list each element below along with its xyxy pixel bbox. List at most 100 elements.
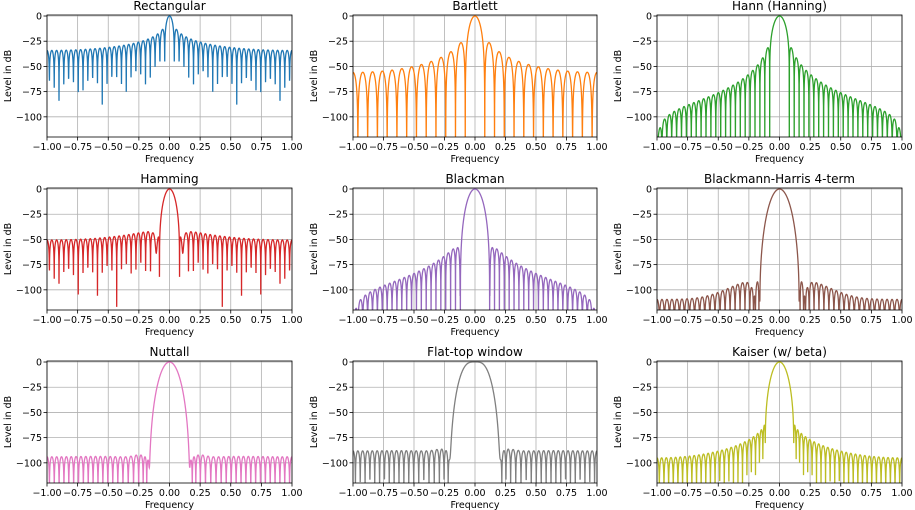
y-tick-label: −25 — [328, 37, 348, 48]
x-axis-label: Frequency — [755, 154, 804, 165]
x-tick-label: 0.25 — [495, 488, 516, 499]
y-tick-label: −100 — [16, 112, 42, 123]
x-tick-label: −0.75 — [63, 488, 92, 499]
x-axis-label: Frequency — [450, 327, 499, 338]
subplot-title: Hamming — [140, 172, 198, 186]
x-tick-label: 0.75 — [861, 315, 882, 326]
y-tick-label: −50 — [328, 62, 348, 73]
y-tick-label: −100 — [322, 458, 348, 469]
subplot-kaiser: −1.00 −0.75 −0.50 −0.25 0.00 0.25 0.50 0.75 1.00… — [613, 345, 913, 510]
y-tick-label: 0 — [342, 358, 348, 369]
y-tick-label: −50 — [632, 235, 652, 246]
x-tick-label: −1.00 — [338, 488, 367, 499]
x-tick-label: 0.75 — [251, 142, 272, 153]
x-tick-label: −0.75 — [63, 315, 92, 326]
x-tick-label: −0.75 — [369, 142, 398, 153]
y-tick-label: −75 — [328, 433, 348, 444]
x-tick-label: 0.25 — [800, 488, 821, 499]
y-axis-label: Level in dB — [3, 223, 14, 275]
x-tick-label: 0.50 — [525, 315, 546, 326]
x-tick-label: −0.75 — [673, 142, 702, 153]
x-tick-label: −0.50 — [399, 488, 428, 499]
y-tick-label: −25 — [632, 37, 652, 48]
x-tick-label: 0.75 — [556, 488, 577, 499]
x-tick-label: −0.50 — [704, 142, 733, 153]
y-tick-label: −100 — [16, 458, 42, 469]
y-tick-label: −100 — [626, 285, 652, 296]
x-tick-label: −0.25 — [124, 315, 153, 326]
y-axis-label: Level in dB — [309, 396, 320, 448]
y-tick-label: −100 — [322, 285, 348, 296]
subplot-title: Kaiser (w/ beta) — [732, 345, 827, 359]
y-tick-label: −75 — [328, 260, 348, 271]
x-tick-label: 0.00 — [769, 488, 790, 499]
x-axis-label: Frequency — [145, 327, 194, 338]
y-tick-label: −100 — [626, 112, 652, 123]
x-tick-label: 1.00 — [281, 315, 302, 326]
x-axis-label: Frequency — [755, 500, 804, 510]
y-axis-label: Level in dB — [309, 50, 320, 102]
y-tick-label: −25 — [328, 210, 348, 221]
x-tick-label: 0.50 — [830, 488, 851, 499]
y-axis-label: Level in dB — [309, 223, 320, 275]
x-tick-label: −0.75 — [673, 315, 702, 326]
series-line-hann — [657, 15, 902, 137]
y-tick-label: −25 — [22, 210, 42, 221]
y-tick-label: −75 — [632, 260, 652, 271]
x-tick-label: −0.50 — [94, 142, 123, 153]
x-tick-label: 0.50 — [220, 488, 241, 499]
y-axis-label: Level in dB — [613, 396, 624, 448]
series-line-kaiser — [657, 361, 902, 483]
x-tick-label: 0.50 — [830, 315, 851, 326]
y-tick-label: −75 — [22, 87, 42, 98]
subplot-blackman: −1.00 −0.75 −0.50 −0.25 0.00 0.25 0.50 0.75 1.00… — [309, 172, 608, 338]
x-tick-label: −0.25 — [734, 488, 763, 499]
y-tick-label: −75 — [632, 87, 652, 98]
y-tick-label: −50 — [632, 62, 652, 73]
x-tick-label: −0.50 — [94, 315, 123, 326]
x-tick-label: −0.25 — [734, 142, 763, 153]
x-tick-label: 0.75 — [556, 142, 577, 153]
x-tick-label: 0.00 — [769, 315, 790, 326]
x-axis-label: Frequency — [450, 154, 499, 165]
y-tick-label: 0 — [646, 12, 652, 23]
x-tick-label: 0.75 — [861, 142, 882, 153]
y-tick-label: −75 — [22, 260, 42, 271]
subplot-nuttall: −1.00 −0.75 −0.50 −0.25 0.00 0.25 0.50 0.75 1.00… — [3, 345, 303, 510]
y-tick-label: −75 — [328, 87, 348, 98]
x-tick-label: 0.75 — [556, 315, 577, 326]
x-tick-label: −0.50 — [94, 488, 123, 499]
x-tick-label: 1.00 — [586, 142, 607, 153]
series-line-rectangular — [47, 15, 292, 105]
y-tick-label: −50 — [328, 235, 348, 246]
x-tick-label: 0.25 — [190, 142, 211, 153]
series-line-bartlett — [353, 15, 597, 137]
subplot-title: Blackman — [445, 172, 504, 186]
y-tick-label: 0 — [36, 185, 42, 196]
x-tick-label: −1.00 — [338, 142, 367, 153]
x-tick-label: 0.00 — [464, 488, 485, 499]
x-tick-label: 0.00 — [159, 488, 180, 499]
series-line-flattop — [353, 361, 597, 483]
y-tick-label: −50 — [22, 62, 42, 73]
y-tick-label: −100 — [626, 458, 652, 469]
y-tick-label: −50 — [632, 408, 652, 419]
x-axis-label: Frequency — [145, 500, 194, 510]
y-tick-label: −75 — [22, 433, 42, 444]
x-tick-label: 0.50 — [525, 142, 546, 153]
x-tick-label: 0.25 — [800, 142, 821, 153]
x-axis-label: Frequency — [145, 154, 194, 165]
x-tick-label: −1.00 — [642, 488, 671, 499]
x-tick-label: 1.00 — [586, 488, 607, 499]
y-tick-label: −75 — [632, 433, 652, 444]
x-axis-label: Frequency — [755, 327, 804, 338]
x-tick-label: 0.50 — [525, 488, 546, 499]
y-tick-label: 0 — [36, 12, 42, 23]
x-tick-label: −1.00 — [642, 142, 671, 153]
y-tick-label: −50 — [22, 408, 42, 419]
subplot-title: Blackmann-Harris 4-term — [704, 172, 855, 186]
x-tick-label: −1.00 — [32, 315, 61, 326]
x-tick-label: 1.00 — [281, 142, 302, 153]
y-axis-label: Level in dB — [3, 50, 14, 102]
x-tick-label: 0.25 — [495, 142, 516, 153]
